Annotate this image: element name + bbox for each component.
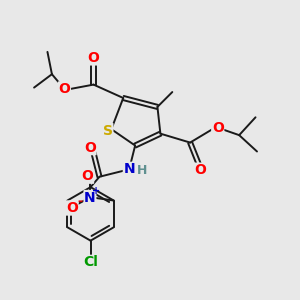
Text: +: + [92, 186, 100, 196]
Text: O: O [84, 141, 96, 154]
Text: -: - [78, 195, 83, 208]
Text: N: N [84, 190, 96, 205]
Text: O: O [82, 169, 94, 183]
Text: O: O [195, 163, 206, 177]
Text: O: O [66, 201, 78, 215]
Text: O: O [88, 51, 100, 65]
Text: Cl: Cl [83, 255, 98, 269]
Text: H: H [136, 164, 147, 177]
Text: S: S [103, 124, 113, 138]
Text: O: O [212, 121, 224, 135]
Text: N: N [123, 162, 135, 176]
Text: O: O [58, 82, 70, 96]
